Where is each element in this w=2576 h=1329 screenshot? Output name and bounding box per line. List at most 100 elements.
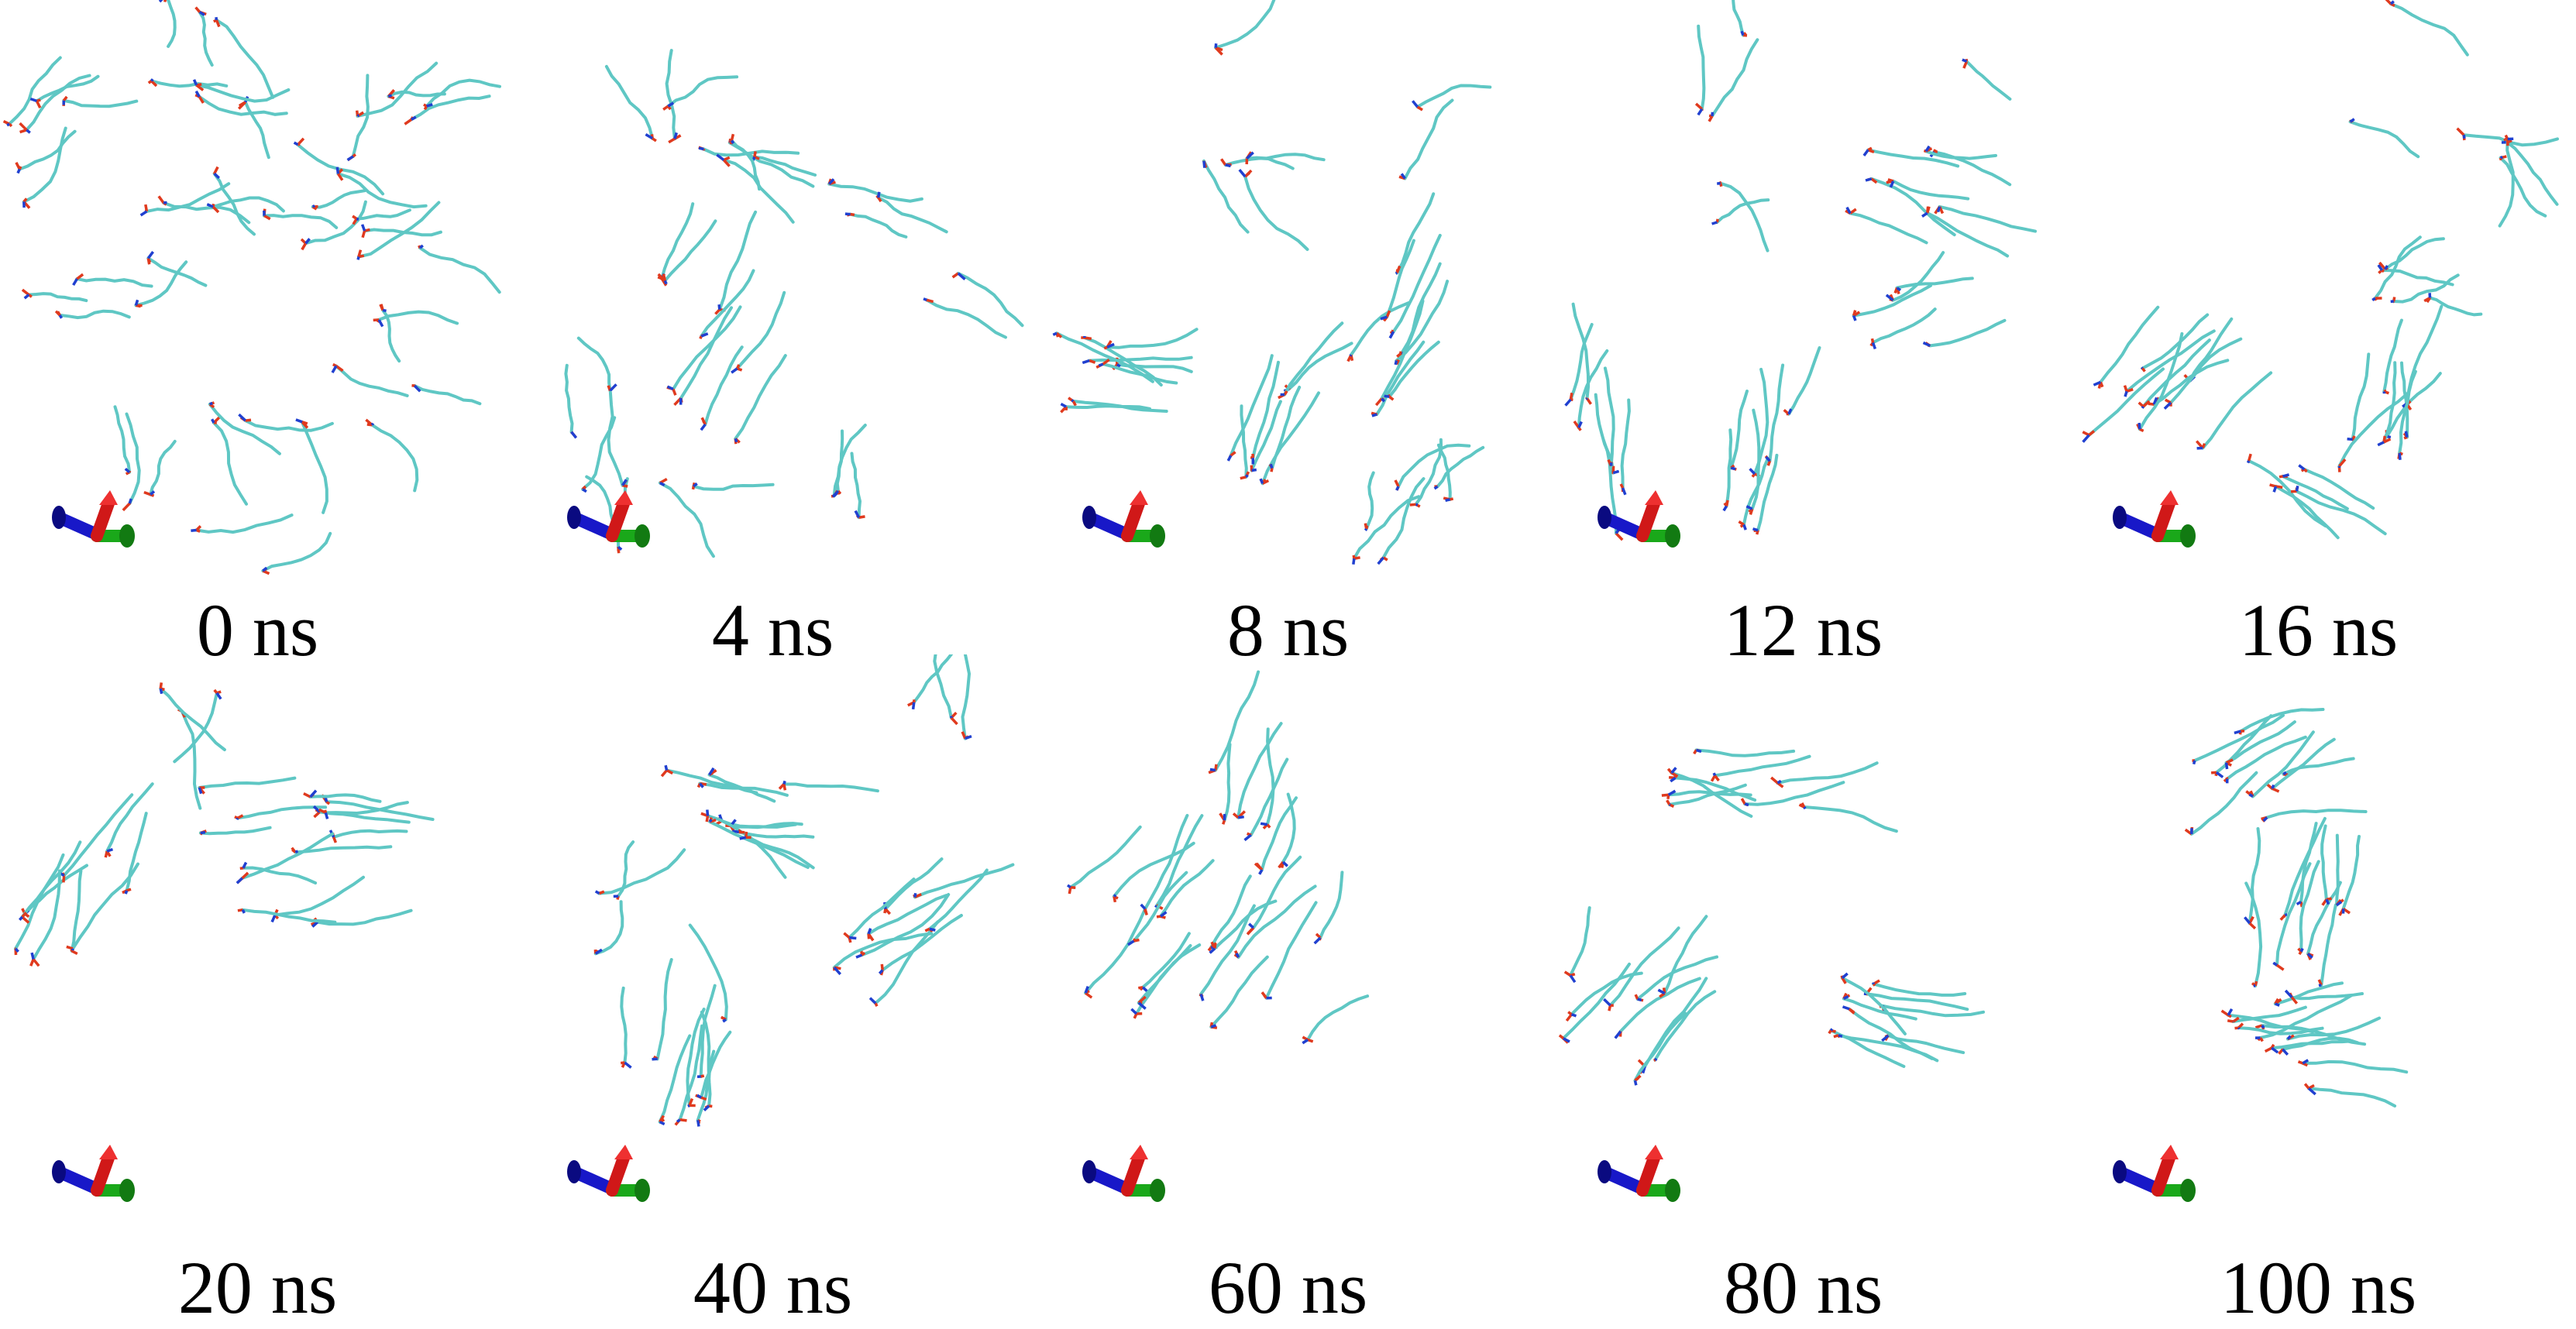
nitrogen-bond [2249, 795, 2253, 797]
nitrogen-bond [332, 366, 336, 373]
x-axis-arrow [1608, 1173, 1642, 1189]
lipid-chain [1721, 184, 1768, 251]
oxygen-bond [1849, 1009, 1854, 1012]
nitrogen-bond [2238, 1028, 2239, 1029]
oxygen-bond [862, 953, 865, 955]
lipid-chain [2500, 139, 2513, 226]
oxygen-bond [700, 336, 701, 338]
nitrogen-bond [1249, 924, 1254, 928]
lipid-chain [1873, 984, 1965, 995]
nitrogen-bond [1211, 1025, 1216, 1027]
snapshot-panel: 20 ns [0, 654, 515, 1309]
z-axis-arrowhead [99, 1145, 118, 1159]
nitrogen-bond [356, 218, 359, 219]
oxygen-bond [1365, 524, 1366, 529]
lipid-chain [852, 454, 861, 518]
lipid-chain [1570, 908, 1590, 975]
nitrogen-bond [25, 295, 29, 299]
nitrogen-bond [2299, 465, 2304, 469]
oxygen-bond [240, 868, 243, 869]
lipid-chain [379, 312, 457, 324]
lipid-chain [2296, 491, 2385, 534]
lipid-chain [2322, 826, 2327, 900]
nitrogen-bond [129, 499, 131, 503]
nitrogen-bond [1412, 101, 1417, 107]
oxygen-bond [22, 912, 26, 917]
axes-orientation-icon [1082, 490, 1165, 548]
nitrogen-bond [2194, 761, 2195, 764]
lipid-chain [77, 279, 151, 286]
molecular-snapshot [0, 654, 515, 1309]
axes-orientation-icon [2113, 1145, 2196, 1202]
nitrogen-bond [1228, 455, 1231, 461]
oxygen-bond [2265, 1048, 2272, 1051]
nitrogen-bond [1416, 504, 1418, 505]
nitrogen-bond [2399, 453, 2400, 460]
nitrogen-bond [191, 530, 196, 531]
lipid-chain [2127, 331, 2214, 391]
lipid-chain [668, 77, 737, 106]
oxygen-bond [1568, 1012, 1571, 1015]
lipid-chain [1139, 945, 1199, 1003]
molecular-snapshot [1546, 654, 2061, 1309]
y-axis-arrowhead [1150, 1179, 1165, 1202]
oxygen-bond [19, 167, 21, 170]
lipid-chain [1888, 1035, 1963, 1053]
oxygen-bond [2505, 136, 2508, 139]
nitrogen-bond [1260, 479, 1263, 483]
oxygen-bond [662, 771, 666, 777]
lipid-chain [2309, 1088, 2395, 1106]
oxygen-bond [196, 8, 200, 12]
lipid-chain [411, 96, 490, 119]
nitrogen-bond [1082, 361, 1089, 363]
oxygen-bond [1742, 798, 1745, 804]
lipid-chain [1267, 902, 1316, 998]
oxygen-bond [669, 139, 675, 143]
x-axis-arrowhead [1598, 506, 1611, 529]
molecular-snapshot [515, 654, 1030, 1309]
oxygen-bond [1668, 795, 1669, 798]
lipid-chain [1211, 876, 1250, 947]
lipid-chain [1676, 778, 1756, 800]
oxygen-bond [680, 1120, 687, 1121]
oxygen-bond [1138, 987, 1143, 988]
nitrogen-bond [363, 225, 365, 231]
nitrogen-bond [337, 167, 338, 174]
snapshot-panel: 4 ns [515, 0, 1030, 654]
nitrogen-bond [60, 315, 61, 318]
lipid-chain [1769, 366, 1783, 462]
nitrogen-bond [217, 693, 221, 699]
oxygen-bond [2249, 454, 2251, 461]
axes-orientation-icon [1598, 1145, 1680, 1202]
oxygen-bond [36, 100, 40, 101]
nitrogen-bond [1750, 469, 1755, 474]
oxygen-bond [2277, 965, 2284, 970]
nitrogen-bond [2347, 439, 2353, 440]
nitrogen-bond [1061, 404, 1066, 407]
nitrogen-bond [1742, 31, 1743, 35]
x-axis-arrowhead [2113, 506, 2127, 529]
nitrogen-bond [160, 689, 161, 694]
nitrogen-bond [1236, 953, 1239, 957]
lipid-chain [660, 1035, 690, 1121]
nitrogen-bond [18, 169, 19, 173]
nitrogen-bond [1712, 222, 1718, 224]
lipid-chain [2100, 307, 2158, 383]
nitrogen-bond [1938, 207, 1940, 212]
nitrogen-bond [1842, 974, 1848, 978]
nitrogen-bond [1571, 1015, 1576, 1016]
nitrogen-bond [856, 955, 862, 957]
nitrogen-bond [212, 419, 214, 423]
lipid-chain [334, 831, 407, 837]
nitrogen-bond [572, 432, 576, 438]
nitrogen-bond [1372, 414, 1377, 416]
time-label: 100 ns [2061, 1251, 2576, 1325]
nitrogen-bond [868, 929, 871, 934]
lipid-chain [420, 248, 500, 292]
nitrogen-bond [2274, 486, 2275, 492]
nitrogen-bond [388, 95, 391, 96]
nitrogen-bond [2139, 423, 2140, 429]
oxygen-bond [2378, 270, 2382, 273]
lipid-chain [1308, 996, 1367, 1040]
nitrogen-bond [107, 850, 112, 852]
